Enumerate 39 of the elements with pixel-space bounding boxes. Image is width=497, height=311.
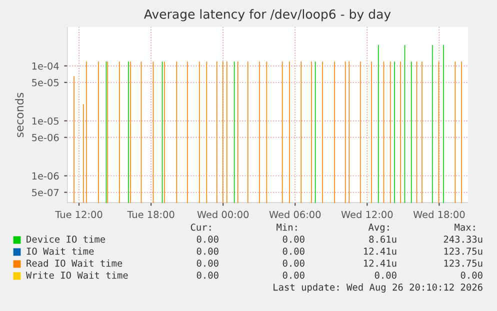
text: Min: xyxy=(276,223,297,231)
y-tick-label: 5e-05 xyxy=(32,78,59,86)
text: 0.00 xyxy=(460,272,482,279)
legend-label: Device IO time xyxy=(26,235,106,243)
text: 243.33u xyxy=(444,236,482,243)
legend-label: Write IO Wait time xyxy=(26,271,128,279)
text: 123.75u xyxy=(444,248,482,255)
text: 0.00 xyxy=(196,260,218,267)
text: Last update: Wed Aug 26 20:10:12 2026 xyxy=(274,283,482,293)
text: 12.41u xyxy=(364,248,396,255)
text: 0.00 xyxy=(282,260,304,267)
text: 123.75u xyxy=(444,260,482,267)
text: 0.00 xyxy=(282,272,304,279)
y-tick-label: 5e-07 xyxy=(32,188,59,196)
text: 0.00 xyxy=(196,248,218,255)
x-tick-label: Wed 00:00 xyxy=(197,210,249,218)
x-tick-label: Tue 12:00 xyxy=(55,210,102,218)
text: 0.00 xyxy=(282,236,304,243)
y-tick-label: 1e-06 xyxy=(32,172,59,180)
x-tick-label: Tue 18:00 xyxy=(127,210,174,218)
x-tick-label: Wed 06:00 xyxy=(269,210,321,218)
x-tick-label: Wed 12:00 xyxy=(341,210,393,218)
text: Max: xyxy=(454,224,475,231)
text: Cur: xyxy=(190,224,211,231)
chart-title: Average latency for /dev/loop6 - by day xyxy=(144,9,391,22)
text: 12.41u xyxy=(364,260,396,267)
text: 0.00 xyxy=(282,248,304,255)
y-tick-label: 5e-06 xyxy=(32,134,59,142)
x-tick-label: Wed 18:00 xyxy=(413,210,465,218)
text: 0.00 xyxy=(196,272,218,279)
text: 0.00 xyxy=(196,236,218,243)
text: 0.00 xyxy=(374,272,396,279)
legend-label: Read IO Wait time xyxy=(26,259,122,267)
text: 8.61u xyxy=(369,236,396,243)
text: Avg: xyxy=(368,224,389,233)
y-axis-title: seconds xyxy=(15,92,24,138)
y-tick-label: 1e-05 xyxy=(32,117,59,125)
legend-label: IO Wait time xyxy=(26,247,94,255)
y-tick-label: 1e-04 xyxy=(32,62,59,70)
